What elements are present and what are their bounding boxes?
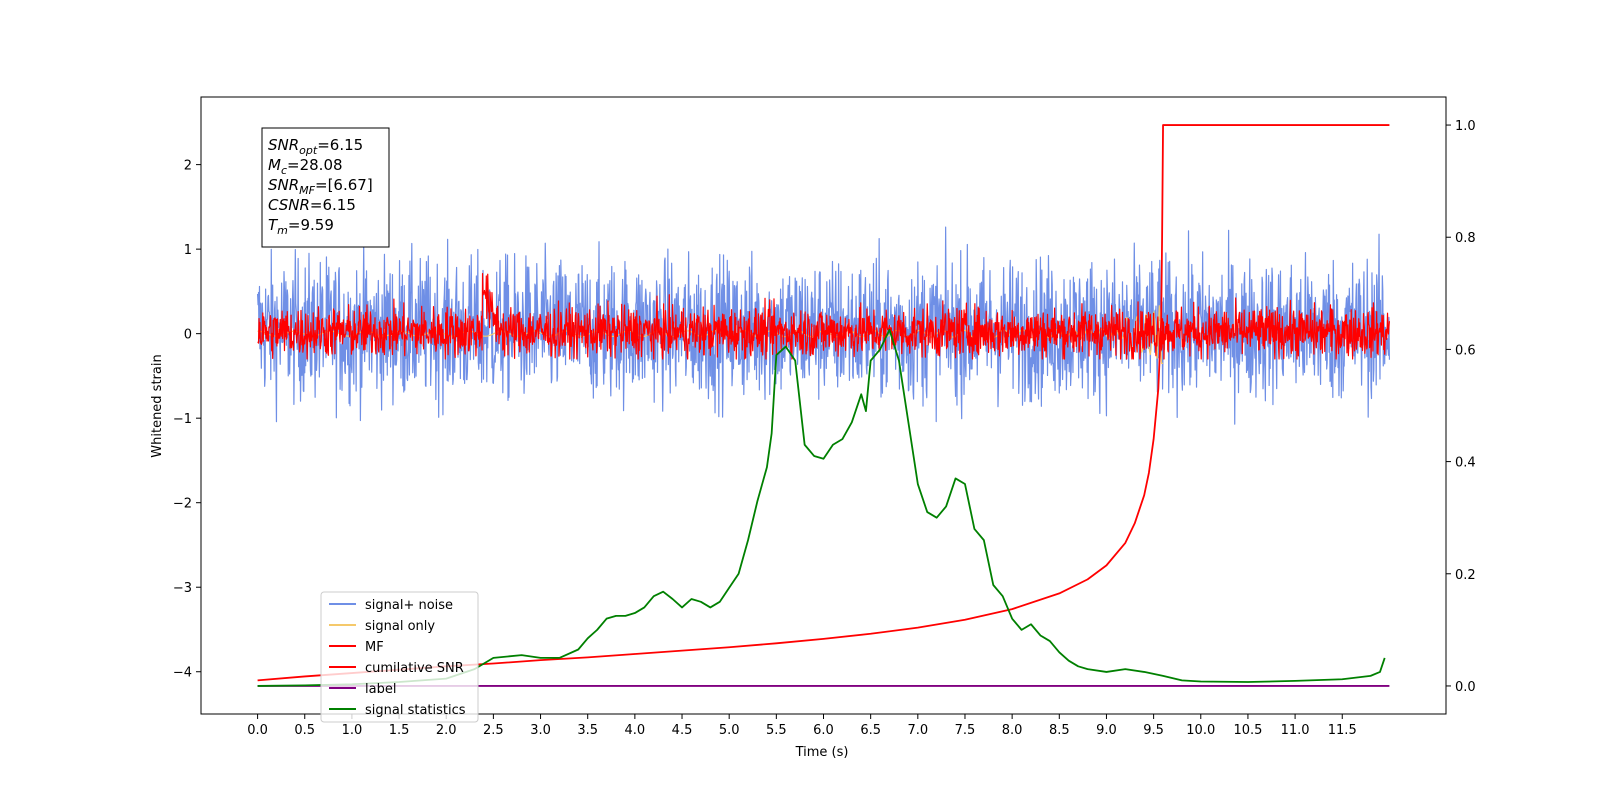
y-left-tick-label: −2 xyxy=(173,497,192,512)
x-tick-label: 7.5 xyxy=(955,723,976,738)
annotation-box xyxy=(261,127,390,248)
y-right-tick-label: 0.6 xyxy=(1455,343,1476,358)
legend-entry: cumilative SNR xyxy=(365,661,464,676)
x-tick-label: 4.0 xyxy=(625,723,646,738)
annotation-line: Mc=28.08 xyxy=(268,156,343,177)
x-tick-label: 3.0 xyxy=(530,723,551,738)
x-tick-label: 10.0 xyxy=(1186,723,1215,738)
series-layer xyxy=(256,124,1391,687)
x-tick-label: 4.5 xyxy=(672,723,693,738)
legend-entry: signal+ noise xyxy=(365,598,453,613)
legend-entry: signal statistics xyxy=(365,703,466,718)
annotation-line: CSNR=6.15 xyxy=(268,196,356,214)
y-axis-left: 2 1 0 −1 −2 −3 −4 xyxy=(173,159,201,681)
x-tick-label: 10.5 xyxy=(1233,723,1262,738)
y-axis-label: Whitened strain xyxy=(150,354,165,457)
annotation-subscript: m xyxy=(277,224,288,237)
y-right-tick-label: 0.0 xyxy=(1455,680,1476,695)
annotation-symbol: CSNR xyxy=(268,196,310,214)
annotation-symbol: M xyxy=(268,156,281,174)
legend-entry: signal only xyxy=(365,619,435,634)
legend-box xyxy=(320,591,479,723)
annotation-subscript: c xyxy=(281,164,287,177)
x-tick-label: 9.0 xyxy=(1096,723,1117,738)
annotation-value: =28.08 xyxy=(287,156,343,174)
series-line-3 xyxy=(257,124,1390,682)
y-left-tick-label: −4 xyxy=(173,666,192,681)
x-tick-label: 0.5 xyxy=(294,723,315,738)
annotation-subscript: MF xyxy=(299,184,315,197)
y-right-tick-label: 0.2 xyxy=(1455,568,1476,583)
y-left-tick-label: 0 xyxy=(184,328,192,343)
x-tick-label: 1.5 xyxy=(389,723,410,738)
x-tick-label: 6.5 xyxy=(860,723,881,738)
annotation-symbol: T xyxy=(268,216,279,234)
x-axis-label: Time (s) xyxy=(795,745,849,760)
annotation-symbol: SNR xyxy=(268,176,299,194)
annotation-symbol: SNR xyxy=(268,136,299,154)
x-tick-label: 5.0 xyxy=(719,723,740,738)
x-tick-label: 6.0 xyxy=(813,723,834,738)
x-tick-label: 11.0 xyxy=(1281,723,1310,738)
y-right-tick-label: 0.4 xyxy=(1455,456,1476,471)
y-left-tick-label: 2 xyxy=(184,159,192,174)
y-left-tick-label: 1 xyxy=(184,243,192,258)
y-axis-right: 1.0 0.8 0.6 0.4 0.2 0.0 xyxy=(1446,119,1476,695)
annotation-line: SNRopt=6.15 xyxy=(268,136,363,157)
x-tick-label: 2.5 xyxy=(483,723,504,738)
y-left-tick-label: −3 xyxy=(173,581,192,596)
annotation-line: Tm=9.59 xyxy=(268,216,334,237)
annotation-line: SNRMF=[6.67] xyxy=(268,176,373,197)
x-tick-label: 7.0 xyxy=(907,723,928,738)
legend: signal+ noise signal only MF cumilative SNR… xyxy=(320,591,479,723)
annotation-subscript: opt xyxy=(299,144,318,157)
x-tick-label: 8.5 xyxy=(1049,723,1070,738)
x-tick-label: 11.5 xyxy=(1328,723,1357,738)
stats-annotation: SNRopt=6.15Mc=28.08SNRMF=[6.67]CSNR=6.15… xyxy=(261,127,390,248)
annotation-value: =6.15 xyxy=(310,196,356,214)
annotation-value: =9.59 xyxy=(288,216,334,234)
annotation-value: =6.15 xyxy=(317,136,363,154)
legend-entry: MF xyxy=(365,640,384,655)
x-tick-label: 8.0 xyxy=(1002,723,1023,738)
series-line-5 xyxy=(257,328,1386,687)
x-tick-label: 3.5 xyxy=(577,723,598,738)
x-tick-label: 2.0 xyxy=(436,723,457,738)
y-right-tick-label: 0.8 xyxy=(1455,231,1476,246)
series-line-2 xyxy=(257,272,1391,360)
x-axis: 0.0 0.5 1.0 1.5 2.0 2.5 3.0 3.5 4.0 4.5 5.0 5.5 6.0 6… xyxy=(247,714,1357,738)
x-tick-label: 9.5 xyxy=(1143,723,1164,738)
x-tick-label: 1.0 xyxy=(342,723,363,738)
x-tick-label: 5.5 xyxy=(766,723,787,738)
y-left-tick-label: −1 xyxy=(173,412,192,427)
y-right-tick-label: 1.0 xyxy=(1455,119,1476,134)
annotation-value: =[6.67] xyxy=(315,176,373,194)
x-tick-label: 0.0 xyxy=(247,723,268,738)
legend-entry: label xyxy=(365,682,396,697)
